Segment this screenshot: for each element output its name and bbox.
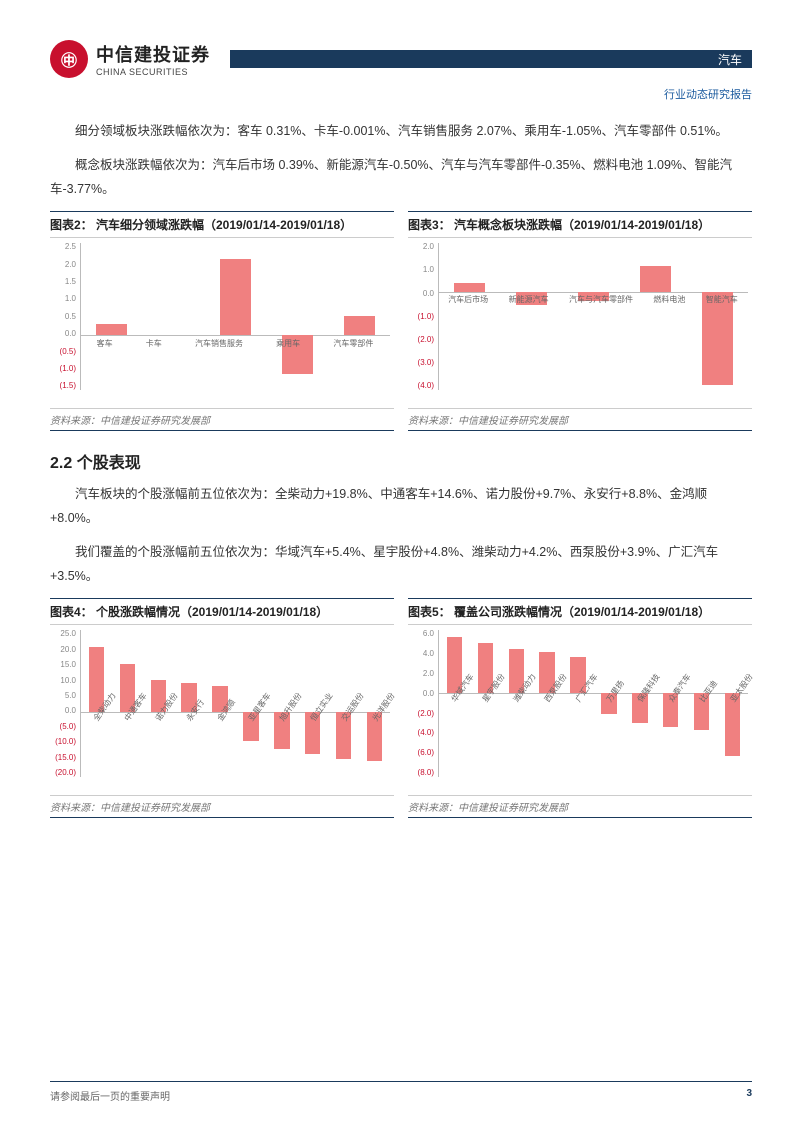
charts-row-2: 图表4： 个股涨跌幅情况（2019/01/14-2019/01/18） 25.0… (50, 598, 752, 818)
paragraph-2: 概念板块涨跌幅依次为：汽车后市场 0.39%、新能源汽车-0.50%、汽车与汽车… (50, 154, 752, 202)
chart-4-title: 图表4： 个股涨跌幅情况（2019/01/14-2019/01/18） (50, 598, 394, 625)
chart-3-area: 2.01.00.0(1.0)(2.0)(3.0)(4.0)汽车后市场新能源汽车汽… (408, 238, 752, 408)
paragraph-3: 汽车板块的个股涨幅前五位依次为：全柴动力+19.8%、中通客车+14.6%、诺力… (50, 483, 752, 531)
logo-en: CHINA SECURITIES (96, 67, 210, 77)
chart-4-source: 资料来源：中信建投证券研究发展部 (50, 795, 394, 818)
chart-5-source: 资料来源：中信建投证券研究发展部 (408, 795, 752, 818)
header-sector: 汽车 (718, 51, 742, 68)
page-header: ㊥ 中信建投证券 CHINA SECURITIES 汽车 (50, 40, 752, 78)
chart-2-block: 图表2： 汽车细分领域涨跌幅（2019/01/14-2019/01/18） 2.… (50, 211, 394, 431)
chart-5-area: 6.04.02.00.0(2.0)(4.0)(6.0)(8.0)华域汽车星宇股份… (408, 625, 752, 795)
logo-text: 中信建投证券 CHINA SECURITIES (96, 41, 210, 77)
chart-2-area: 2.52.01.51.00.50.0(0.5)(1.0)(1.5)客车卡车汽车销… (50, 238, 394, 408)
footer-note: 请参阅最后一页的重要声明 (50, 1088, 170, 1103)
page-number: 3 (746, 1088, 752, 1103)
chart-5-title: 图表5： 覆盖公司涨跌幅情况（2019/01/14-2019/01/18） (408, 598, 752, 625)
chart-4-block: 图表4： 个股涨跌幅情况（2019/01/14-2019/01/18） 25.0… (50, 598, 394, 818)
page-footer: 请参阅最后一页的重要声明 3 (50, 1081, 752, 1103)
chart-3-source: 资料来源：中信建投证券研究发展部 (408, 408, 752, 431)
chart-3-title: 图表3： 汽车概念板块涨跌幅（2019/01/14-2019/01/18） (408, 211, 752, 238)
paragraph-1: 细分领域板块涨跌幅依次为：客车 0.31%、卡车-0.001%、汽车销售服务 2… (50, 120, 752, 144)
paragraph-4: 我们覆盖的个股涨幅前五位依次为：华域汽车+5.4%、星宇股份+4.8%、潍柴动力… (50, 541, 752, 589)
brand-logo: ㊥ 中信建投证券 CHINA SECURITIES (50, 40, 210, 78)
section-2-2-title: 2.2 个股表现 (50, 449, 752, 473)
charts-row-1: 图表2： 汽车细分领域涨跌幅（2019/01/14-2019/01/18） 2.… (50, 211, 752, 431)
chart-4-area: 25.020.015.010.05.00.0(5.0)(10.0)(15.0)(… (50, 625, 394, 795)
logo-mark: ㊥ (50, 40, 88, 78)
chart-2-source: 资料来源：中信建投证券研究发展部 (50, 408, 394, 431)
chart-5-block: 图表5： 覆盖公司涨跌幅情况（2019/01/14-2019/01/18） 6.… (408, 598, 752, 818)
report-type: 行业动态研究报告 (50, 86, 752, 102)
logo-cn: 中信建投证券 (96, 41, 210, 67)
header-bar: 汽车 (230, 50, 752, 68)
chart-3-block: 图表3： 汽车概念板块涨跌幅（2019/01/14-2019/01/18） 2.… (408, 211, 752, 431)
chart-2-title: 图表2： 汽车细分领域涨跌幅（2019/01/14-2019/01/18） (50, 211, 394, 238)
